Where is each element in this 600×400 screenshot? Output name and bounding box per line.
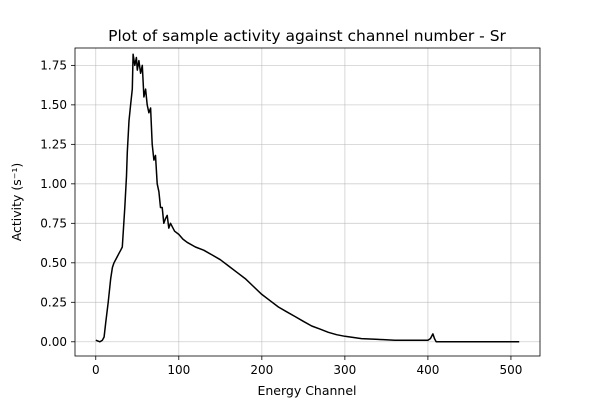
- x-tick-label: 300: [333, 363, 356, 377]
- y-tick-label: 1.00: [40, 177, 67, 191]
- activity-series-line: [95, 53, 520, 343]
- chart-title: Plot of sample activity against channel …: [108, 27, 506, 45]
- x-axis: 0 100 200 300 400 500: [92, 356, 522, 377]
- y-tick-label: 0.50: [40, 256, 67, 270]
- y-tick-label: 1.50: [40, 98, 67, 112]
- x-tick-label: 0: [92, 363, 100, 377]
- y-tick-label: 1.75: [40, 58, 67, 72]
- x-tick-label: 500: [499, 363, 522, 377]
- x-tick-label: 200: [250, 363, 273, 377]
- y-axis: 0.00 0.25 0.50 0.75 1.00 1.25 1.50 1.75: [40, 58, 75, 349]
- y-tick-label: 1.25: [40, 137, 67, 151]
- y-tick-label: 0.00: [40, 335, 67, 349]
- y-tick-label: 0.75: [40, 216, 67, 230]
- y-tick-label: 0.25: [40, 295, 67, 309]
- x-tick-label: 100: [167, 363, 190, 377]
- x-tick-label: 400: [416, 363, 439, 377]
- series-layer: [95, 53, 520, 343]
- x-axis-label: Energy Channel: [257, 383, 356, 398]
- y-axis-label: Activity (s⁻¹): [9, 163, 24, 242]
- plot-frame: [74, 47, 541, 357]
